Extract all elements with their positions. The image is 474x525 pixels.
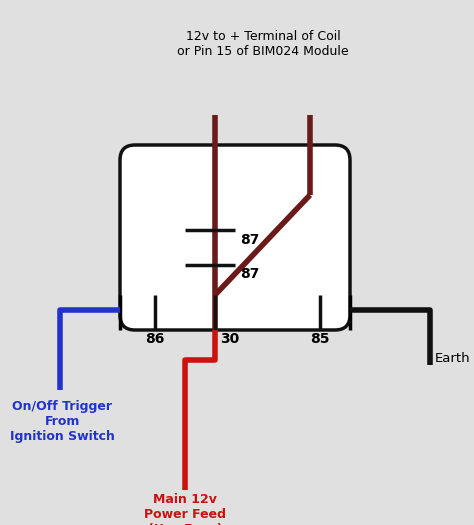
Text: 30: 30 xyxy=(220,332,239,346)
Text: 87: 87 xyxy=(240,233,259,247)
Text: 87: 87 xyxy=(240,267,259,281)
Text: 86: 86 xyxy=(146,332,164,346)
FancyBboxPatch shape xyxy=(120,145,350,330)
Text: 12v to + Terminal of Coil
or Pin 15 of BIM024 Module: 12v to + Terminal of Coil or Pin 15 of B… xyxy=(177,30,349,58)
Text: On/Off Trigger
From
Ignition Switch: On/Off Trigger From Ignition Switch xyxy=(10,400,115,443)
Text: Earth: Earth xyxy=(435,352,471,364)
Text: Main 12v
Power Feed
(Use Fuse): Main 12v Power Feed (Use Fuse) xyxy=(144,493,226,525)
Text: 85: 85 xyxy=(310,332,330,346)
